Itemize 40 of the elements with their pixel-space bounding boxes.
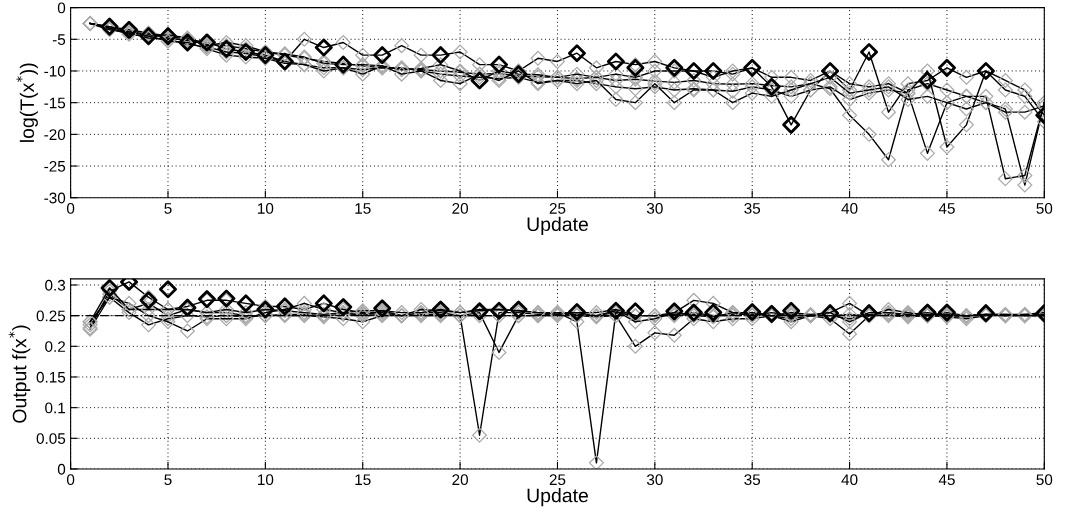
x-tick-label: 25	[549, 202, 566, 214]
x-tick-label: 20	[452, 202, 468, 214]
x-axis-title: Update	[527, 216, 588, 235]
x-tick-label: 40	[841, 202, 858, 214]
y-tick-label: 0.15	[36, 371, 66, 383]
y-tick-label: 0.25	[36, 310, 66, 322]
y-tick-label: 0.1	[45, 402, 66, 414]
y-tick-label: -25	[44, 160, 66, 172]
y-tick-label: -10	[44, 65, 66, 77]
x-tick-label: 5	[164, 203, 172, 214]
x-tick-label: 50	[1036, 202, 1053, 214]
x-tick-label: 40	[841, 474, 858, 486]
x-tick-label: 10	[258, 474, 274, 486]
y-tick-label: 0	[57, 463, 66, 475]
x-tick-label: 25	[549, 474, 566, 486]
y-tick-label: -5	[52, 34, 66, 45]
y-tick-label: -30	[44, 192, 66, 204]
x-tick-label: 15	[355, 474, 371, 486]
x-tick-label: 5	[164, 474, 172, 486]
y-axis-title: log(T(x$^{*}$))	[16, 63, 38, 142]
x-axis-title: Update	[527, 488, 588, 507]
y-tick-label: 0.05	[36, 433, 66, 444]
x-tick-label: 20	[452, 474, 468, 486]
y-tick-label: 0.2	[45, 341, 65, 352]
x-tick-label: 10	[258, 202, 274, 214]
x-tick-label: 45	[938, 203, 955, 214]
x-tick-label: 50	[1036, 474, 1053, 486]
x-tick-label: 35	[744, 474, 761, 486]
x-tick-label: 15	[355, 203, 371, 214]
x-tick-label: 30	[646, 474, 663, 486]
x-tick-label: 30	[646, 202, 663, 214]
y-tick-label: -15	[44, 97, 66, 109]
x-tick-label: 0	[66, 202, 75, 214]
x-tick-label: 0	[66, 474, 75, 486]
y-axis-title: Output f(x$^{*}$)	[8, 325, 31, 423]
y-tick-label: -20	[44, 129, 66, 141]
x-tick-label: 45	[938, 474, 955, 486]
y-tick-label: 0.3	[45, 279, 66, 291]
x-tick-label: 35	[744, 202, 761, 214]
y-tick-label: 0	[57, 2, 66, 14]
